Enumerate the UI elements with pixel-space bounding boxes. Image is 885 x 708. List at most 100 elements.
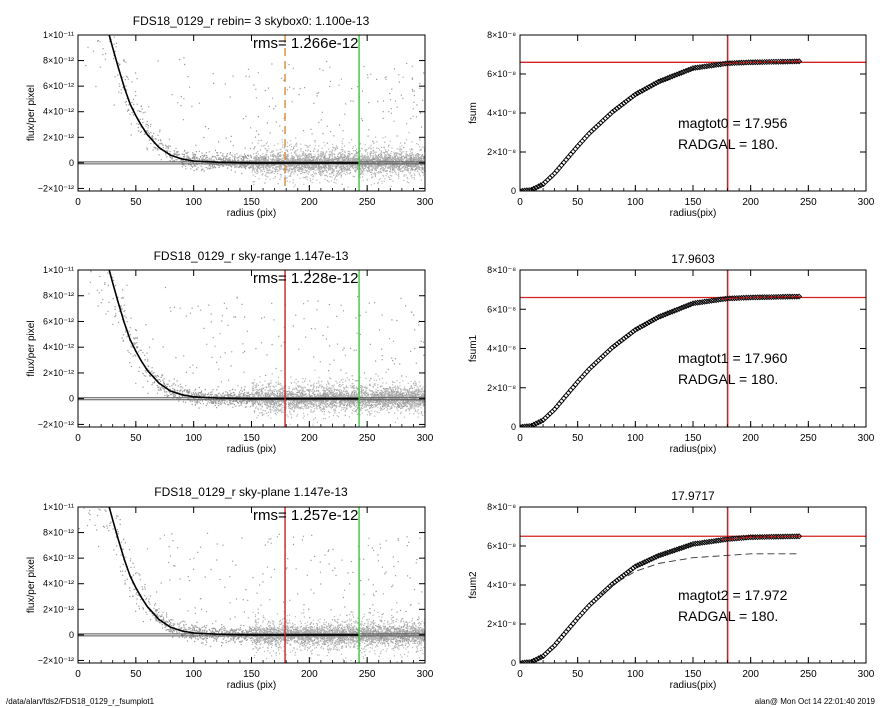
radial-profile-line: [108, 270, 360, 400]
data-points-outer: [251, 131, 425, 191]
x-tick-label: 150: [243, 197, 260, 208]
y-tick-label: 2×10⁻¹²: [43, 368, 74, 378]
annotation-line: magtot2 = 17.972: [678, 587, 788, 603]
x-tick-label: 300: [858, 669, 875, 680]
x-tick-label: 250: [800, 669, 817, 680]
y-tick-label: 6×10⁻⁸: [487, 304, 516, 314]
magnitude-annotation: magtot1 = 17.960 RADGAL = 180.: [678, 350, 788, 387]
y-tick-label: 4×10⁻⁸: [487, 108, 516, 118]
x-tick-label: 100: [185, 433, 202, 444]
y-tick-label: −2×10⁻¹²: [38, 419, 74, 429]
curve-markers: [520, 293, 803, 427]
magnitude-annotation: magtot0 = 17.956 RADGAL = 180.: [678, 115, 788, 152]
y-tick-label: 0: [69, 630, 74, 640]
plot-area: [520, 35, 866, 191]
y-tick-label: 8×10⁻⁸: [487, 265, 516, 275]
x-axis-label: radius (pix): [227, 208, 276, 219]
x-tick-label: 250: [800, 197, 817, 208]
sky-plane-curve: [600, 553, 801, 596]
x-axis-label: radius(pix): [670, 680, 717, 691]
x-tick-label: 0: [75, 669, 81, 680]
curve-markers: [520, 58, 803, 191]
plot-frame: [519, 269, 867, 428]
rms-annotation: rms= 1.228e-12: [253, 270, 358, 287]
y-tick-label: 8×10⁻¹²: [43, 291, 74, 301]
y-tick-label: 4×10⁻¹²: [43, 107, 74, 117]
chart-panel-6: magtot2 = 17.972 RADGAL = 180. 0 50 100 150 20…: [468, 489, 875, 691]
x-tick-label: 0: [517, 433, 523, 444]
chart-panel-3: rms= 1.228e-12 0 50 100 150 200 250 300 −2×10⁻¹²…: [26, 249, 434, 455]
y-tick-label: −2×10⁻¹²: [38, 183, 74, 193]
annotation-line: magtot1 = 17.960: [678, 350, 788, 366]
x-tick-label: 50: [130, 197, 142, 208]
chart-panel-1: rms= 1.266e-12 0 50 100 150 200 250 300 −2×10⁻¹²…: [26, 14, 434, 219]
y-tick-label: 8×10⁻¹²: [43, 528, 74, 538]
y-tick-label: 6×10⁻¹²: [43, 553, 74, 563]
x-tick-label: 0: [517, 669, 523, 680]
y-axis-label: fsum1: [468, 334, 479, 362]
y-tick-label: 6×10⁻¹²: [43, 81, 74, 91]
x-tick-label: 50: [130, 669, 142, 680]
x-tick-label: 100: [627, 433, 644, 444]
x-tick-label: 150: [685, 669, 702, 680]
x-tick-label: 250: [359, 669, 376, 680]
x-tick-label: 150: [243, 433, 260, 444]
y-tick-label: 1×10⁻¹¹: [43, 30, 74, 40]
y-tick-label: 0: [511, 186, 516, 196]
x-axis-label: radius(pix): [670, 444, 717, 455]
x-tick-label: 200: [301, 433, 318, 444]
chart-title: FDS18_0129_r sky-range 1.147e-13: [154, 249, 349, 263]
y-tick-label: 6×10⁻⁸: [487, 69, 516, 79]
y-tick-label: 0: [69, 394, 74, 404]
x-tick-label: 200: [742, 197, 759, 208]
annotation-line: RADGAL = 180.: [678, 371, 778, 387]
annotation-line: RADGAL = 180.: [678, 608, 778, 624]
x-tick-label: 250: [800, 433, 817, 444]
x-tick-label: 200: [301, 197, 318, 208]
y-axis-label: fsum: [468, 102, 479, 124]
y-tick-label: 8×10⁻⁸: [487, 30, 516, 40]
y-tick-label: 4×10⁻⁸: [487, 344, 516, 354]
x-tick-label: 300: [417, 669, 434, 680]
x-tick-label: 50: [572, 197, 584, 208]
x-tick-label: 300: [858, 197, 875, 208]
y-tick-label: 1×10⁻¹¹: [43, 265, 74, 275]
y-tick-label: 8×10⁻⁸: [487, 502, 516, 512]
y-tick-label: 2×10⁻⁸: [487, 619, 516, 629]
rms-annotation: rms= 1.257e-12: [253, 507, 358, 524]
y-axis-label: flux/per pixel: [26, 85, 37, 141]
y-axis-label: flux/per pixel: [26, 557, 37, 613]
x-tick-label: 50: [572, 433, 584, 444]
plot-area: [78, 507, 425, 663]
y-tick-label: 2×10⁻⁸: [487, 147, 516, 157]
file-path-label: /data/alan/fds2/FDS18_0129_r_fsumplot1: [6, 697, 155, 706]
y-tick-label: 1×10⁻¹¹: [43, 502, 74, 512]
x-tick-label: 100: [185, 197, 202, 208]
timestamp-label: alan@ Mon Oct 14 22:01:40 2019: [754, 697, 875, 706]
y-tick-label: 2×10⁻¹²: [43, 132, 74, 142]
y-tick-label: 0: [511, 422, 516, 432]
y-axis-label: flux/per pixel: [26, 320, 37, 376]
y-tick-label: 2×10⁻⁸: [487, 383, 516, 393]
plot-frame: [519, 34, 867, 192]
x-tick-label: 300: [858, 433, 875, 444]
x-axis-label: radius (pix): [227, 680, 276, 691]
data-points-outer: [251, 602, 425, 663]
x-axis-label: radius (pix): [227, 444, 276, 455]
y-tick-label: 6×10⁻⁸: [487, 541, 516, 551]
y-tick-label: 8×10⁻¹²: [43, 56, 74, 66]
annotation-line: RADGAL = 180.: [678, 136, 778, 152]
plot-area: [520, 507, 866, 663]
x-tick-label: 250: [359, 433, 376, 444]
x-tick-label: 50: [572, 669, 584, 680]
magnitude-annotation: magtot2 = 17.972 RADGAL = 180.: [678, 587, 788, 624]
x-axis-label: radius(pix): [670, 208, 717, 219]
curve-highlight: [721, 295, 801, 300]
x-tick-label: 0: [75, 197, 81, 208]
x-tick-label: 300: [417, 433, 434, 444]
x-tick-label: 300: [417, 197, 434, 208]
chart-panel-4: magtot1 = 17.960 RADGAL = 180. 0 50 100 150 20…: [468, 252, 875, 455]
chart-panel-5: rms= 1.257e-12 0 50 100 150 200 250 300 −2×10⁻¹²…: [26, 485, 434, 691]
x-tick-label: 100: [627, 197, 644, 208]
x-tick-label: 100: [185, 669, 202, 680]
